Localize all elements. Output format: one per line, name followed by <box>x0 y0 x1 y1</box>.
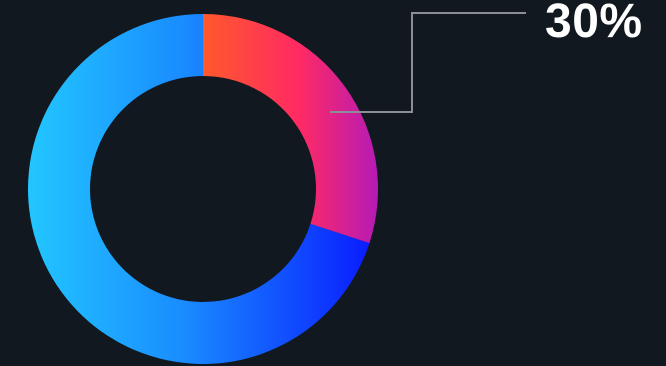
donut-slices <box>27 14 378 365</box>
leader-line <box>330 12 526 113</box>
donut-slice-1 <box>27 14 370 365</box>
donut-slice-0 <box>203 14 378 244</box>
highlight-percent-label: 30% <box>545 0 643 48</box>
